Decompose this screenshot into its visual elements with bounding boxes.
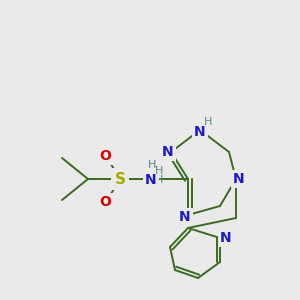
Text: S: S [115,172,125,187]
Text: O: O [98,149,110,163]
Text: N: N [146,172,158,186]
Text: O: O [98,195,110,209]
Text: H: H [155,166,163,176]
Text: S: S [115,172,125,187]
Text: O: O [99,195,111,209]
Text: N: N [233,172,245,186]
Text: N: N [146,172,158,186]
Text: H: H [204,117,212,127]
Text: N: N [179,210,191,224]
Text: H: H [148,160,156,170]
Text: N: N [162,145,174,159]
Text: O: O [99,149,111,163]
Text: N: N [145,173,157,187]
Text: N: N [220,231,232,245]
Text: H: H [155,175,163,185]
Text: N: N [194,125,206,139]
